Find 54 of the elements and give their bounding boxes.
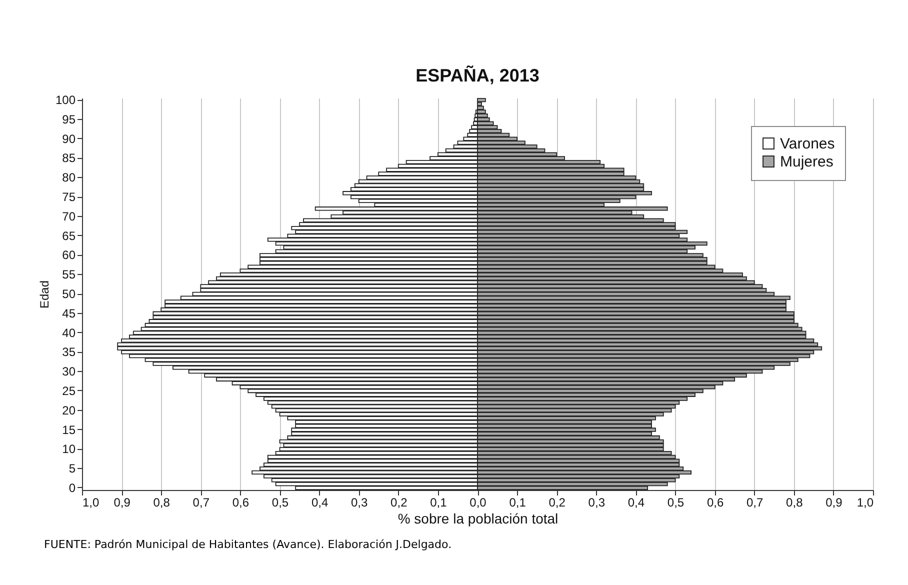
y-axis-title: Edad xyxy=(37,280,52,309)
legend-label: Varones xyxy=(780,136,835,152)
y-tick-label: 40 xyxy=(62,326,76,340)
y-tick-label: 20 xyxy=(62,403,76,418)
x-tick-label: 0,1 xyxy=(430,496,448,510)
x-tick-label: 1,0 xyxy=(82,496,100,510)
x-tick-label: 0,4 xyxy=(311,496,328,510)
y-tick-label: 0 xyxy=(68,480,76,495)
y-tick-label: 60 xyxy=(62,248,76,262)
y-tick-label: 85 xyxy=(62,151,76,166)
y-tick-label: 95 xyxy=(62,112,76,126)
y-tick-label: 30 xyxy=(62,364,76,379)
x-tick-label: 0,0 xyxy=(470,496,487,510)
x-tick-label: 0,9 xyxy=(114,496,131,510)
bar xyxy=(477,110,486,114)
y-tick-label: 55 xyxy=(62,268,76,282)
y-tick-label: 80 xyxy=(62,170,76,185)
x-tick-label: 0,6 xyxy=(232,496,250,510)
y-tick-label: 75 xyxy=(62,190,76,204)
y-tick-label: 10 xyxy=(62,442,76,456)
y-tick-label: 90 xyxy=(62,132,76,146)
x-tick-label: 1,0 xyxy=(856,496,874,510)
y-tick-label: 5 xyxy=(68,462,76,476)
bar xyxy=(477,121,494,126)
x-tick-label: 0,5 xyxy=(667,496,684,510)
x-tick-label: 0,2 xyxy=(548,496,566,510)
y-tick-label: 25 xyxy=(62,384,76,398)
x-tick-label: 0,3 xyxy=(588,496,606,510)
y-tick-label: 35 xyxy=(62,345,76,360)
x-tick-label: 0,9 xyxy=(826,496,843,510)
x-tick-label: 0,7 xyxy=(192,496,210,510)
x-tick-label: 0,1 xyxy=(509,496,526,510)
y-tick-label: 45 xyxy=(62,306,76,320)
y-tick-label: 100 xyxy=(55,93,76,108)
x-axis-title: % sobre la población total xyxy=(398,510,558,526)
bar xyxy=(477,102,482,106)
x-tick-label: 0,7 xyxy=(746,496,764,510)
y-tick-label: 15 xyxy=(62,422,76,437)
bar xyxy=(477,113,488,118)
source-note: FUENTE: Padrón Municipal de Habitantes (Avance). Elaboración J.Delgado. xyxy=(44,538,452,551)
y-tick-label: 50 xyxy=(62,287,76,301)
chart-title: ESPAÑA, 2013 xyxy=(416,64,540,86)
bar xyxy=(477,106,484,110)
x-tick-label: 0,3 xyxy=(351,496,368,510)
y-tick-label: 70 xyxy=(62,209,76,224)
y-tick-label: 65 xyxy=(62,228,76,243)
x-tick-label: 0,2 xyxy=(390,496,408,510)
x-tick-label: 0,8 xyxy=(153,496,170,510)
x-tick-label: 0,4 xyxy=(628,496,645,510)
bar xyxy=(477,98,486,102)
x-tick-label: 0,5 xyxy=(272,496,289,510)
legend-label: Mujeres xyxy=(780,154,834,170)
x-tick-label: 0,8 xyxy=(786,496,804,510)
x-tick-label: 0,6 xyxy=(706,496,724,510)
